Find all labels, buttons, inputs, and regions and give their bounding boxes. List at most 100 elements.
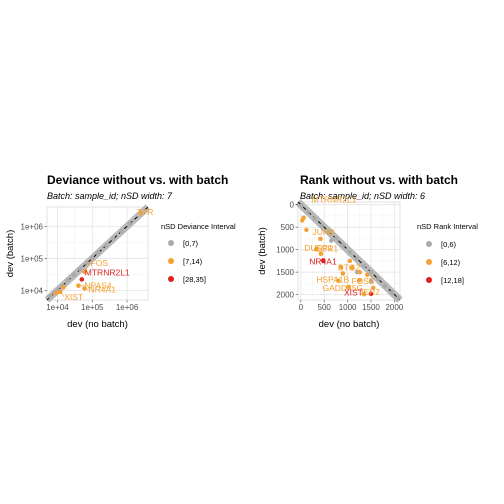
data-point (389, 290, 395, 295)
data-point (53, 290, 59, 296)
data-point (77, 266, 83, 272)
data-point (368, 270, 374, 275)
data-point (340, 243, 346, 248)
chart-subtitle: Batch: sample_id; nSD width: 7 (47, 191, 173, 201)
data-point (368, 278, 374, 284)
data-point (90, 255, 95, 261)
data-point (47, 294, 52, 299)
legend-title: nSD Rank Interval (417, 222, 478, 231)
x-tick-label: 0 (299, 303, 304, 312)
data-point (318, 251, 324, 256)
data-point (319, 223, 325, 228)
data-point (346, 284, 351, 290)
data-point (301, 215, 306, 221)
data-point (329, 238, 334, 243)
data-point (338, 264, 344, 270)
gene-label: JUNB (312, 227, 335, 237)
data-point (79, 277, 85, 282)
data-point (318, 236, 323, 242)
x-tick-label: 1000 (339, 303, 357, 312)
x-tick-label: 1e+04 (46, 303, 69, 312)
legend: nSD Deviance Interval [0,7) [7,14) [28,3… (161, 222, 236, 284)
data-point (299, 203, 304, 208)
legend-key-grey (426, 241, 432, 247)
label-leader (59, 291, 65, 298)
legend-item: [0,6) (441, 240, 457, 249)
data-point (82, 269, 87, 275)
gene-label: IER2 (361, 287, 380, 297)
gene-label: MTRNR2L1 (312, 195, 357, 205)
x-axis-label: dev (no batch) (67, 319, 128, 330)
gene-label: HSPA1B (316, 275, 349, 285)
data-point (111, 236, 116, 242)
y-tick-label: 1e+06 (21, 222, 44, 231)
data-point (357, 269, 362, 275)
data-point (340, 271, 346, 276)
gene-label: EGR1 (315, 244, 338, 254)
legend-item: [12,18] (441, 276, 464, 285)
data-point (305, 209, 311, 215)
grid (47, 207, 148, 300)
x-tick-label: 1e+06 (116, 303, 139, 312)
background-points (47, 221, 133, 299)
legend-title: nSD Deviance Interval (161, 222, 236, 231)
chart-title: Rank without vs. with batch (300, 173, 458, 187)
data-point (76, 283, 81, 288)
data-point (312, 216, 318, 221)
y-tick-label: 1e+04 (21, 286, 44, 295)
chart-title: Deviance without vs. with batch (47, 173, 228, 187)
data-point (347, 250, 353, 255)
gene-label: DUSP1 (304, 243, 333, 253)
data-point (304, 227, 309, 233)
data-point (71, 272, 77, 277)
gene-label: NR4A1 (309, 256, 337, 266)
y-tick-label: 0 (290, 201, 295, 210)
legend-item: [0,7) (183, 239, 199, 248)
x-tick-label: 1e+05 (81, 303, 104, 312)
gene-label: MTRNR2L1 (85, 267, 130, 277)
data-point (103, 243, 109, 248)
data-point (119, 228, 124, 234)
data-point (335, 278, 341, 283)
y-tick-label: 1500 (276, 268, 294, 277)
gene-label: BTG2 (338, 262, 360, 272)
data-point (368, 291, 374, 297)
data-point (371, 285, 376, 291)
y-tick-labels: 1e+04 1e+05 1e+06 (21, 222, 47, 295)
legend-key-red (168, 276, 174, 282)
legend-key-red (426, 277, 432, 283)
gene-label: GADD45G (323, 283, 364, 293)
grid (298, 202, 400, 300)
data-point (375, 276, 381, 282)
data-point (333, 236, 339, 242)
data-point (356, 277, 362, 283)
legend: nSD Rank Interval [0,6) [6,12) [12,18] (417, 222, 478, 285)
label-leader (84, 262, 91, 272)
x-axis-label: dev (no batch) (319, 319, 380, 330)
y-tick-label: 1e+05 (21, 254, 44, 263)
data-point (365, 272, 370, 278)
y-tick-labels: 0 500 1000 1500 2000 (276, 201, 298, 300)
data-point (361, 291, 367, 297)
y-tick-label: 2000 (276, 291, 294, 300)
legend-key-orange (168, 258, 174, 264)
x-tick-label: 1500 (362, 303, 380, 312)
data-point (347, 258, 353, 264)
data-point (127, 221, 133, 226)
gene-label: XIST (64, 292, 83, 302)
gene-label: TTR (137, 207, 154, 217)
data-point (313, 246, 319, 252)
rank-panel: Rank without vs. with batch Batch: sampl… (257, 173, 478, 330)
deviance-panel: Deviance without vs. with batch Batch: s… (5, 173, 236, 330)
gene-label: NR4A1 (89, 284, 117, 294)
gene-label: NPAS4 (84, 281, 112, 291)
legend-key-grey (168, 240, 174, 246)
x-tick-label: 2000 (385, 303, 403, 312)
data-point (84, 260, 90, 266)
data-point (382, 283, 388, 289)
legend-item: [7,14) (183, 257, 203, 266)
data-point (395, 295, 401, 301)
chart-subtitle: Batch: sample_id; nSD width: 6 (300, 191, 425, 201)
